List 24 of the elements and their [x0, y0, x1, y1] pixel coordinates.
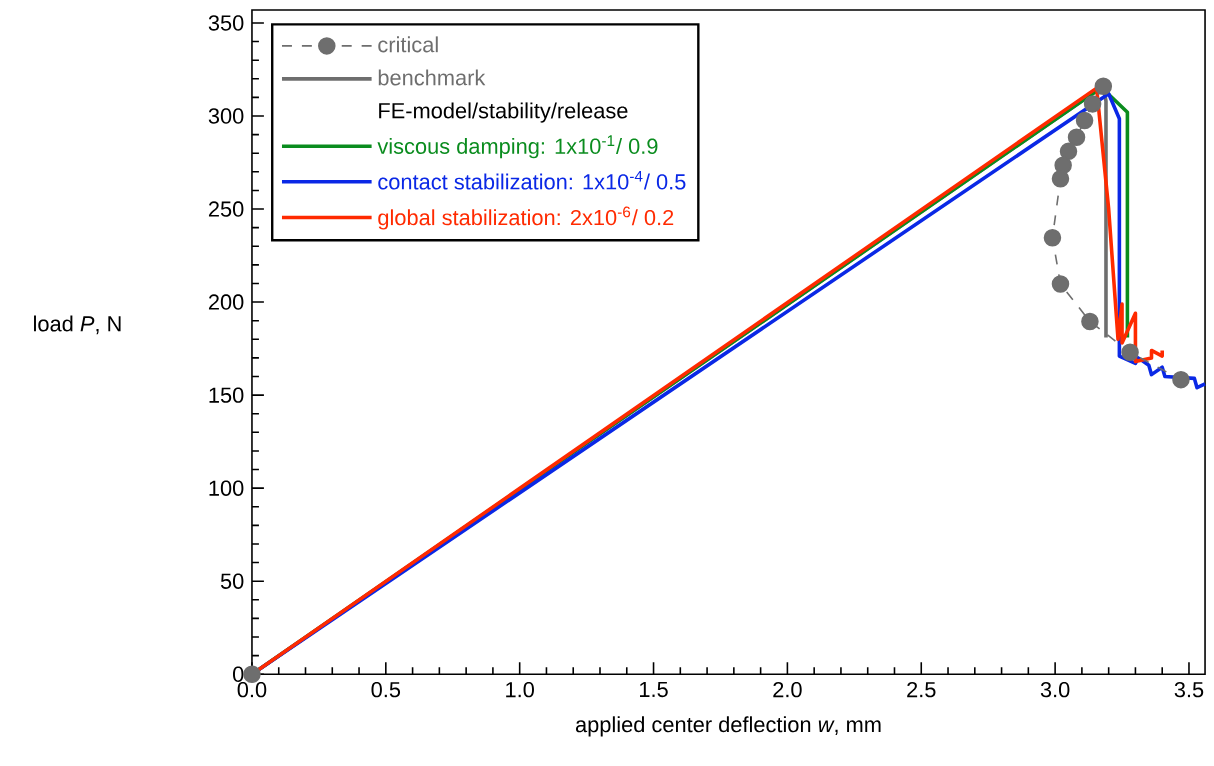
x-tick-label: 3.0	[1040, 681, 1070, 698]
y-tick-label: 50	[220, 573, 244, 589]
y-tick-label: 200	[208, 294, 244, 310]
legend-label: viscous damping: 1x10$^{-1}$/ 0.9	[377, 135, 658, 159]
x-tick-label: 1.0	[506, 681, 534, 698]
x-tick-label: 1.5	[640, 681, 668, 698]
y-tick-label: 0	[232, 666, 244, 683]
y-tick-label: 100	[209, 480, 244, 496]
x-axis-title: applied center deflection w, mm	[575, 716, 881, 737]
y-tick-label: 250	[208, 201, 244, 217]
y-axis-title: load P, N	[34, 315, 121, 335]
x-tick-label: 3.5	[1174, 681, 1204, 698]
y-tick-label: 150	[209, 387, 244, 403]
legend-label: contact stabilization: 1x10$^{-4}$/ 0.5	[378, 171, 686, 190]
y-tick-label: 350	[208, 15, 244, 31]
legend-title: FE-model/stability/release	[379, 102, 628, 123]
x-tick-label: 2.5	[907, 681, 936, 698]
y-tick-label: 300	[208, 108, 244, 124]
legend-label: benchmark	[378, 69, 486, 86]
legend-label: global stabilization: 2x10$^{-6}$/ 0.2	[378, 206, 674, 230]
x-tick-label: 0.0	[237, 681, 267, 698]
x-tick-label: 0.5	[371, 681, 401, 698]
legend-label: critical	[378, 36, 438, 53]
x-tick-label: 2.0	[773, 681, 802, 698]
